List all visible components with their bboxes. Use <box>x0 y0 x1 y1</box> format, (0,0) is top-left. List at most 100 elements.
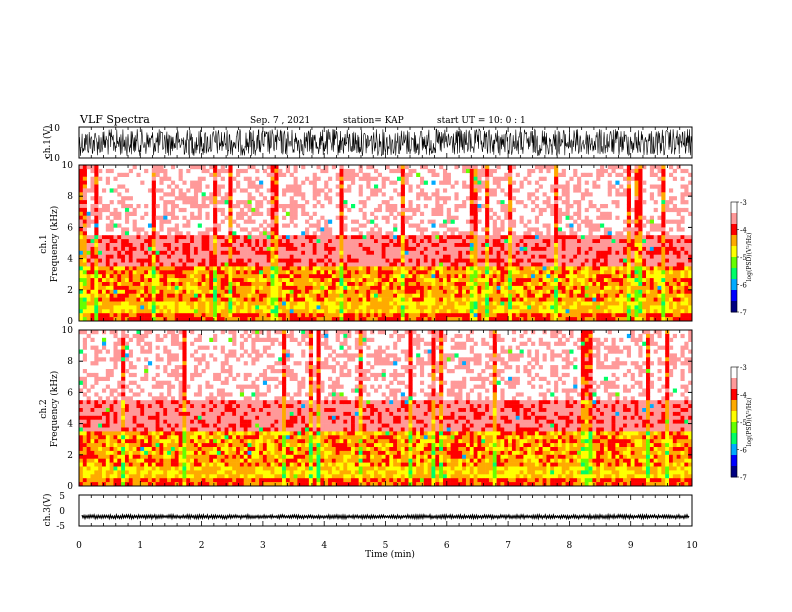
spectrogram-cell <box>554 250 559 255</box>
spectrogram-cell <box>170 278 176 283</box>
spectrogram-cell <box>596 227 601 232</box>
spectrogram-cell <box>301 246 306 252</box>
spectrogram-cell <box>201 313 206 318</box>
spectrogram-cell <box>79 227 84 232</box>
spectrogram-cell <box>615 204 620 209</box>
spectrogram-cell <box>259 211 264 216</box>
spectrogram-cell <box>412 246 417 252</box>
spectrogram-cell <box>523 254 528 259</box>
spectrogram-cell <box>270 239 275 244</box>
spectrogram-cell <box>554 289 559 294</box>
spectrogram-cell <box>550 317 555 322</box>
spectrogram-cell <box>630 168 635 174</box>
spectrogram-cell <box>565 282 570 287</box>
spectrogram-cell <box>109 297 114 302</box>
spectrogram-cell <box>500 254 505 259</box>
spectrogram-cell <box>228 282 233 287</box>
spectrogram-cell <box>220 262 225 267</box>
spectrogram-cell <box>435 207 440 213</box>
spectrogram-cell <box>86 165 91 170</box>
spectrogram-cell <box>423 196 428 201</box>
spectrogram-cell <box>600 204 605 209</box>
spectrogram-cell <box>163 219 168 224</box>
spectrogram-cell <box>488 250 494 255</box>
spectrogram-cell <box>79 388 84 393</box>
spectrogram-cell <box>431 278 436 283</box>
spectrogram-cell <box>534 289 540 294</box>
spectrogram-cell <box>197 270 202 275</box>
spectrogram-cell <box>82 200 87 205</box>
spectrogram-cell <box>557 243 563 248</box>
spectrogram-cell <box>186 243 191 248</box>
spectrogram-cell <box>550 262 555 267</box>
spectrogram-cell <box>328 239 333 244</box>
spectrogram-cell <box>86 246 91 252</box>
spectrogram-cell <box>454 235 459 240</box>
spectrogram-cell <box>232 274 237 279</box>
spectrogram-cell <box>105 227 110 232</box>
spectrogram-cell <box>82 466 87 471</box>
spectrogram-cell <box>358 207 363 213</box>
spectrogram-cell <box>128 305 133 310</box>
spectrogram-cell <box>167 192 172 197</box>
spectrogram-cell <box>561 278 566 283</box>
spectrogram-cell <box>266 270 271 275</box>
spectrogram-cell <box>178 254 183 259</box>
spectrogram-cell <box>473 192 478 197</box>
spectrogram-cell <box>289 219 294 224</box>
spectrogram-cell <box>224 250 229 255</box>
spectrogram-cell <box>446 278 451 283</box>
spectrogram-cell <box>170 301 176 306</box>
spectrogram-cell <box>285 262 291 267</box>
spectrogram-cell <box>170 250 176 255</box>
spectrogram-cell <box>381 297 386 302</box>
spectrogram-cell <box>573 274 578 279</box>
spectrogram-cell <box>339 266 344 271</box>
spectrogram-cell <box>132 266 137 271</box>
spectrogram-cell <box>147 270 153 275</box>
spectrogram-cell <box>121 172 126 177</box>
spectrogram-cell <box>669 200 674 205</box>
spectrogram-cell <box>649 266 654 271</box>
spectrogram-cell <box>335 293 340 298</box>
spectrogram-cell <box>653 184 658 189</box>
spectrogram-cell <box>255 188 260 193</box>
spectrogram-cell <box>477 313 482 318</box>
spectrogram-cell <box>105 278 110 283</box>
spectrogram-cell <box>232 254 237 259</box>
spectrogram-cell <box>98 262 103 267</box>
spectrogram-cell <box>193 262 199 267</box>
spectrogram-cell <box>193 184 199 189</box>
spectrogram-cell <box>144 266 149 271</box>
spectrogram-cell <box>216 172 222 177</box>
spectrogram-cell <box>661 184 666 189</box>
spectrogram-cell <box>132 207 137 213</box>
spectrogram-cell <box>676 274 681 279</box>
spectrogram-cell <box>220 305 225 310</box>
spectrogram-cell <box>197 223 202 228</box>
spectrogram-cell <box>308 305 314 310</box>
spectrogram-cell <box>343 188 348 193</box>
spectrogram-cell <box>79 223 84 228</box>
spectrogram-cell <box>358 270 363 275</box>
spectrogram-cell <box>328 250 333 255</box>
spectrogram-cell <box>592 250 597 255</box>
spectrogram-cell <box>569 270 574 275</box>
spectrogram-cell <box>182 246 187 252</box>
spectrogram-cell <box>86 482 91 487</box>
spectrogram-cell <box>140 278 145 283</box>
spectrogram-cell <box>672 246 677 252</box>
spectrogram-cell <box>496 180 501 185</box>
spectrogram-cell <box>396 235 402 240</box>
spectrogram-cell <box>496 301 501 306</box>
spectrogram-cell <box>266 289 271 294</box>
spectrogram-cell <box>615 254 620 259</box>
spectrogram-cell <box>396 192 402 197</box>
spectrogram-cell <box>347 235 352 240</box>
spectrogram-cell <box>132 165 137 170</box>
spectrogram-cell <box>201 231 206 236</box>
spectrogram-cell <box>178 282 183 287</box>
spectrogram-cell <box>370 262 375 267</box>
spectrogram-cell <box>504 243 509 248</box>
spectrogram-cell <box>649 168 654 174</box>
